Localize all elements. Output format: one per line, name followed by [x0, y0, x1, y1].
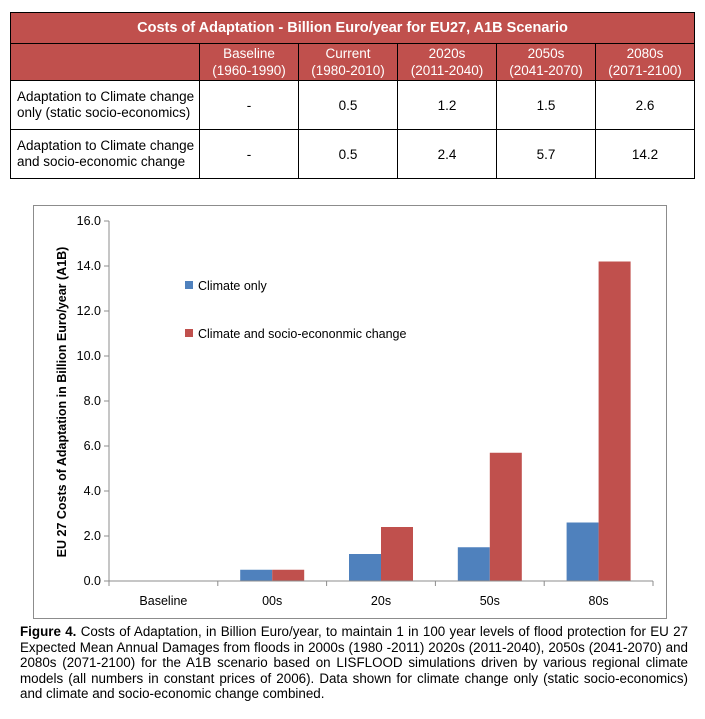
table-cell: 0.5 [298, 129, 398, 179]
table-cell: 5.7 [496, 129, 596, 179]
table-header-2020s: 2020s (2011-2040) [397, 43, 497, 81]
header-period: (1980-2010) [311, 63, 385, 78]
bar-climate-only [240, 569, 273, 581]
caption-text: Costs of Adaptation, in Billion Euro/yea… [20, 624, 688, 702]
table-header-row: Baseline (1960-1990) Current (1980-2010) 2… [10, 43, 696, 81]
y-axis-title: EU 27 Costs of Adaptation in Billion Eur… [55, 247, 69, 558]
table-row: Adaptation to Climate change only (stati… [10, 80, 696, 130]
table-cell: - [199, 80, 299, 130]
y-tick-label: 0.0 [84, 574, 101, 588]
table-cell: - [199, 129, 299, 179]
y-tick-label: 6.0 [84, 439, 101, 453]
legend-swatch [185, 329, 193, 337]
x-tick-label: 20s [371, 594, 391, 608]
legend-swatch [185, 281, 193, 289]
header-label: Baseline [223, 46, 275, 61]
y-tick-label: 16.0 [77, 214, 101, 228]
table-cell: 2.6 [594, 80, 696, 130]
header-label: Current [325, 46, 371, 61]
header-label: 2020s [428, 46, 466, 61]
table-row: Adaptation to Climate change and socio-e… [10, 129, 696, 179]
table-header-2080s: 2080s (2071-2100) [594, 43, 696, 81]
y-tick-label: 2.0 [84, 529, 101, 543]
legend-label: Climate only [198, 279, 268, 293]
header-label: 2080s [626, 46, 664, 61]
cost-table: Costs of Adaptation - Billion Euro/year … [9, 12, 696, 179]
bar-climate-only [349, 554, 381, 581]
table-cell: 1.5 [496, 80, 596, 130]
y-tick-label: 14.0 [77, 259, 101, 273]
y-tick-label: 4.0 [84, 484, 101, 498]
bar-climate-only [457, 547, 490, 581]
x-tick-label: Baseline [139, 594, 187, 608]
table-header-2050s: 2050s (2041-2070) [496, 43, 596, 81]
table-title: Costs of Adaptation - Billion Euro/year … [9, 12, 696, 44]
header-label: 2050s [527, 46, 565, 61]
x-tick-label: 80s [589, 594, 609, 608]
table-cell: 14.2 [594, 129, 696, 179]
table-header-blank [10, 43, 200, 81]
row-label: Adaptation to Climate change and socio-e… [10, 129, 200, 179]
y-tick-label: 10.0 [77, 349, 101, 363]
y-tick-label: 12.0 [77, 304, 101, 318]
table-cell: 2.4 [397, 129, 497, 179]
bar-climate-socio-economic [598, 261, 631, 581]
legend-label: Climate and socio-econonmic change [198, 327, 406, 341]
x-tick-label: 50s [480, 594, 500, 608]
header-period: (2011-2040) [410, 63, 484, 78]
bar-climate-socio-economic [489, 452, 522, 581]
table-header-current: Current (1980-2010) [298, 43, 398, 81]
table-cell: 0.5 [298, 80, 398, 130]
bar-climate-socio-economic [272, 569, 305, 581]
x-tick-label: 00s [262, 594, 282, 608]
bar-climate-socio-economic [381, 527, 413, 581]
header-period: (2041-2070) [509, 63, 583, 78]
header-period: (1960-1990) [212, 63, 286, 78]
chart-canvas: 0.0 2.0 4.0 6.0 8.0 10.0 12.0 14.0 16.0 EU 27 Cos… [55, 214, 654, 608]
table-header-baseline: Baseline (1960-1990) [199, 43, 299, 81]
row-label: Adaptation to Climate change only (stati… [10, 80, 200, 130]
bar-climate-only [566, 522, 599, 581]
y-tick-label: 8.0 [84, 394, 101, 408]
table-cell: 1.2 [397, 80, 497, 130]
bar-chart: 0.0 2.0 4.0 6.0 8.0 10.0 12.0 14.0 16.0 EU 27 Cos… [33, 205, 667, 619]
header-period: (2071-2100) [608, 63, 682, 78]
figure-caption: Figure 4. Costs of Adaptation, in Billio… [20, 624, 688, 702]
caption-label: Figure 4. [20, 624, 77, 639]
